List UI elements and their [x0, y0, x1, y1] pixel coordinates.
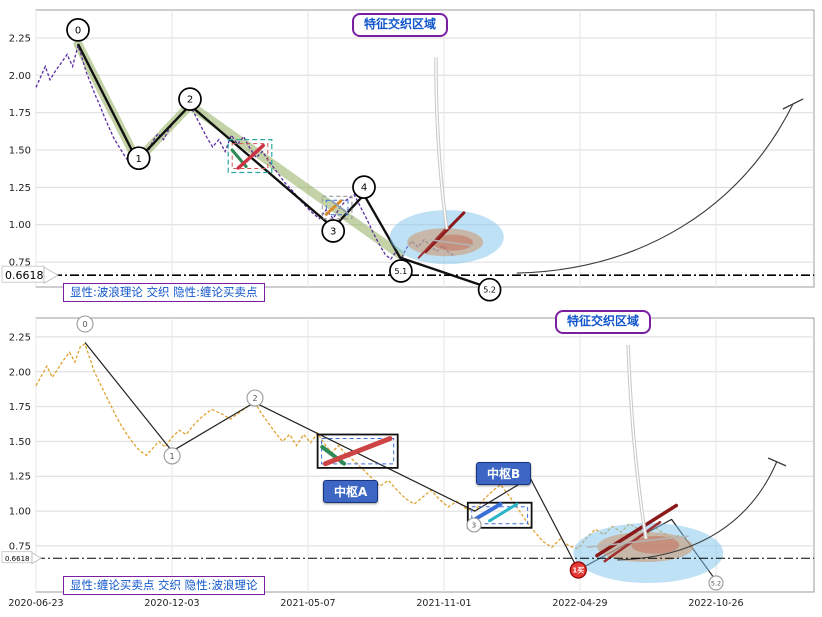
- pivot-a-badge[interactable]: 中枢A: [323, 480, 379, 503]
- fib-level-value: 0.6618: [5, 555, 30, 563]
- mini-segment: [322, 436, 393, 467]
- svg-text:2: 2: [187, 95, 193, 106]
- y-tick-label: 1.50: [9, 146, 31, 157]
- x-tick-label: 2020-06-23: [8, 598, 63, 609]
- x-tick-label: 2021-11-01: [416, 598, 471, 609]
- svg-text:1买: 1买: [572, 567, 584, 575]
- y-tick-label: 1.00: [9, 507, 31, 518]
- buy-point-marker: [569, 561, 587, 579]
- x-axis-labels: 2020-06-23 2020-12-03 2021-05-07 2021-11-01…: [8, 598, 743, 609]
- fork-line: [417, 226, 448, 259]
- wave-marker-2: [246, 389, 264, 407]
- pattern-box: [227, 139, 273, 174]
- wave-markers[interactable]: 0 1 2 3 5.2 1买: [76, 315, 724, 591]
- gridlines: [35, 318, 814, 592]
- y-axis-labels: 2.25 2.00 1.75 1.50 1.25 1.00 0.75: [9, 332, 31, 552]
- wave-marker-5.1: [389, 259, 413, 283]
- svg-text:5.1: 5.1: [395, 267, 408, 276]
- wave-marker-4: [352, 175, 376, 199]
- svg-text:3: 3: [330, 227, 336, 238]
- y-tick-label: 1.75: [9, 402, 31, 413]
- mini-segment: [488, 502, 519, 523]
- pattern-box: [316, 433, 399, 469]
- wave-marker-5.2: [477, 277, 502, 302]
- arc-end-tick: [767, 457, 787, 467]
- callout-leader-core: [435, 57, 448, 230]
- fork-line: [586, 535, 689, 549]
- pattern-box-inner: [471, 506, 529, 525]
- svg-text:2: 2: [252, 394, 257, 403]
- wave-marker-1: [126, 146, 151, 171]
- y-tick-label: 1.50: [9, 437, 31, 448]
- pattern-box-inner: [231, 143, 269, 170]
- bottom-chart-title-badge: 特征交织区域: [555, 310, 652, 334]
- svg-text:5.2: 5.2: [711, 579, 721, 587]
- y-tick-label: 1.25: [9, 472, 31, 483]
- top-chart-legend-badge: 显性:波浪理论 交织 隐性:缠论买卖点: [63, 283, 265, 302]
- mini-segment: [324, 199, 343, 216]
- y-tick-label: 2.00: [9, 367, 31, 378]
- y-tick-label: 0.75: [9, 541, 31, 552]
- x-tick-label: 2022-10-26: [688, 598, 743, 609]
- bottom-chart-legend-badge: 显性:缠论买卖点 交织 隐性:波浪理论: [63, 576, 265, 595]
- y-tick-label: 2.25: [9, 34, 31, 45]
- y-tick-label: 1.25: [9, 183, 31, 194]
- mini-segment: [330, 199, 349, 214]
- fib-level-value: 0.6618: [5, 269, 44, 282]
- x-tick-label: 2021-05-07: [280, 598, 335, 609]
- fork-line: [424, 211, 466, 254]
- y-tick-label: 1.00: [9, 220, 31, 231]
- wave-markers[interactable]: 0 1 2 3 4 5.1 5.2: [66, 18, 502, 302]
- svg-text:4: 4: [361, 183, 367, 194]
- hline-label-pointer: [31, 551, 42, 565]
- hline-label-pointer: [43, 266, 59, 284]
- x-tick-label: 2022-04-29: [552, 598, 607, 609]
- top-chart-title-badge: 特征交织区域: [352, 13, 449, 37]
- fork-line: [428, 238, 474, 247]
- elliott-wave-panel: 2.25 2.00 1.75 1.50 1.25 1.00 0.750.6618 0 1 2 3 4 5…: [1, 9, 815, 302]
- wave-marker-3: [466, 517, 482, 533]
- pattern-box-inner: [325, 199, 349, 216]
- mini-segment: [236, 143, 265, 170]
- wave-marker-0: [76, 315, 94, 333]
- projection-arc: [617, 461, 778, 561]
- pattern-box: [321, 195, 353, 220]
- svg-text:5.2: 5.2: [483, 286, 496, 295]
- svg-text:1: 1: [170, 452, 175, 461]
- projection-arc: [516, 103, 794, 274]
- pivot-b-badge[interactable]: 中枢B: [476, 462, 532, 485]
- wave-marker-3: [321, 219, 346, 243]
- y-axis-labels: 2.25 2.00 1.75 1.50 1.25 1.00 0.75: [9, 34, 31, 269]
- y-tick-label: 2.00: [9, 71, 31, 82]
- pattern-box-inner: [321, 438, 395, 465]
- callout-leader-core: [627, 344, 647, 540]
- svg-text:0: 0: [75, 26, 81, 37]
- svg-text:1: 1: [136, 154, 142, 165]
- price-series: [35, 43, 456, 261]
- mini-segment: [320, 445, 347, 466]
- arc-end-tick: [782, 98, 804, 110]
- wave-marker-0: [66, 18, 90, 42]
- y-tick-label: 0.75: [9, 258, 31, 269]
- svg-text:0: 0: [82, 320, 87, 329]
- fork-line: [595, 503, 679, 558]
- wave-marker-2: [178, 87, 202, 111]
- y-tick-label: 2.25: [9, 332, 31, 343]
- y-tick-label: 1.75: [9, 108, 31, 119]
- x-tick-label: 2020-12-03: [144, 598, 199, 609]
- svg-text:3: 3: [472, 522, 476, 530]
- wave-marker-5.2: [708, 575, 724, 591]
- wave-marker-1: [163, 447, 181, 465]
